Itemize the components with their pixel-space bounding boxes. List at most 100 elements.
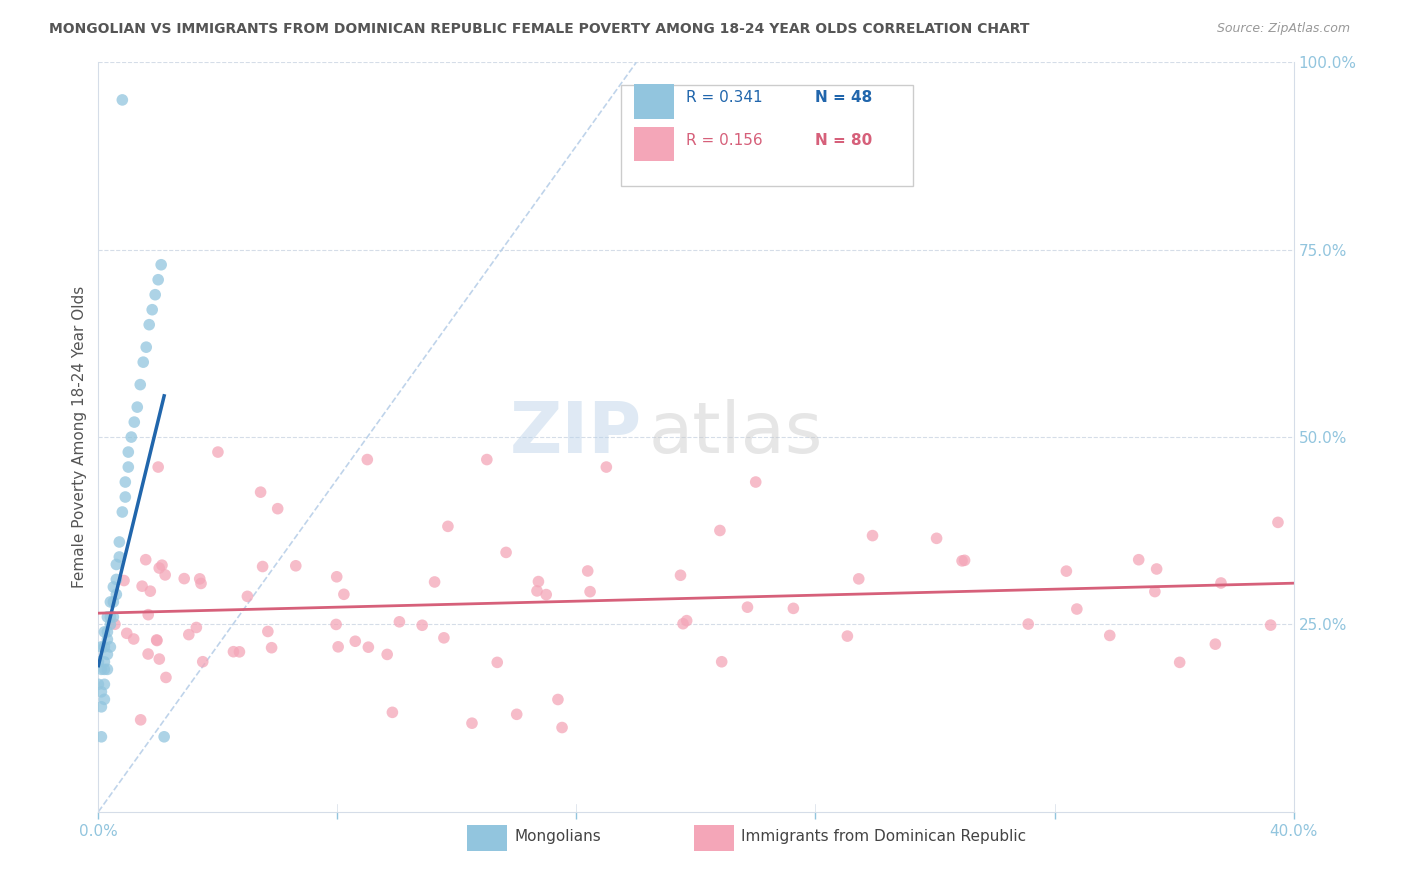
Point [150, 258, 173, 272]
Point [111, 505, 134, 519]
Text: Source: ZipAtlas.com: Source: ZipAtlas.com [1216, 22, 1350, 36]
Point [87, 677, 110, 691]
Point [475, 452, 498, 467]
Point [90, 730, 112, 744]
Point [135, 552, 157, 566]
Point [375, 648, 398, 662]
Point [1204, 637, 1226, 651]
Point [207, 445, 229, 459]
Point [103, 610, 125, 624]
Point [953, 553, 976, 567]
Point [260, 640, 283, 655]
Point [93, 624, 115, 639]
Point [737, 600, 759, 615]
Point [188, 572, 211, 586]
Point [114, 475, 136, 489]
Point [1054, 564, 1077, 578]
Point [90, 699, 112, 714]
Point [252, 559, 274, 574]
Point [249, 485, 271, 500]
Point [357, 640, 380, 655]
Point [745, 475, 768, 489]
Point [93, 677, 115, 691]
Point [108, 549, 131, 564]
Point [506, 707, 529, 722]
Point [1146, 562, 1168, 576]
Point [138, 318, 160, 332]
Point [114, 490, 136, 504]
Point [848, 572, 870, 586]
Point [148, 652, 170, 666]
Point [127, 400, 149, 414]
Point [150, 558, 173, 573]
Point [388, 615, 411, 629]
Point [148, 460, 170, 475]
Point [146, 633, 169, 648]
Point [145, 632, 167, 647]
Point [93, 655, 115, 669]
Point [139, 584, 162, 599]
Point [381, 706, 404, 720]
Point [782, 601, 804, 615]
Point [135, 340, 157, 354]
Point [526, 583, 548, 598]
Point [534, 588, 557, 602]
Point [105, 558, 128, 572]
Point [90, 640, 112, 654]
Point [325, 617, 347, 632]
Point [437, 519, 460, 533]
Point [710, 655, 733, 669]
Point [486, 656, 509, 670]
Point [672, 616, 695, 631]
Point [579, 584, 602, 599]
FancyBboxPatch shape [620, 85, 914, 186]
Point [1267, 516, 1289, 530]
Point [104, 617, 127, 632]
Text: atlas: atlas [648, 399, 823, 467]
Point [143, 287, 166, 301]
Point [96, 632, 118, 647]
Point [153, 568, 176, 582]
Point [344, 634, 367, 648]
Point [1066, 602, 1088, 616]
Point [120, 430, 142, 444]
Point [90, 662, 112, 676]
Point [105, 587, 128, 601]
Point [105, 573, 128, 587]
Point [96, 662, 118, 676]
Point [669, 568, 692, 582]
Point [950, 554, 973, 568]
Point [284, 558, 307, 573]
Point [551, 721, 574, 735]
Point [153, 730, 176, 744]
Point [925, 532, 948, 546]
Point [141, 302, 163, 317]
Point [576, 564, 599, 578]
FancyBboxPatch shape [634, 84, 675, 119]
Point [98, 640, 122, 654]
Text: ZIP: ZIP [510, 399, 643, 467]
Point [93, 640, 115, 654]
FancyBboxPatch shape [693, 825, 734, 851]
Text: R = 0.156: R = 0.156 [686, 133, 763, 148]
Point [709, 524, 731, 538]
Point [96, 610, 118, 624]
Point [547, 692, 569, 706]
Point [1143, 584, 1166, 599]
Point [96, 624, 118, 639]
Point [98, 617, 122, 632]
Point [191, 655, 214, 669]
Point [136, 607, 159, 622]
Y-axis label: Female Poverty Among 18-24 Year Olds: Female Poverty Among 18-24 Year Olds [72, 286, 87, 588]
Point [129, 377, 152, 392]
Point [112, 574, 135, 588]
Point [108, 535, 131, 549]
Point [173, 572, 195, 586]
Point [129, 713, 152, 727]
Point [433, 631, 456, 645]
Point [190, 576, 212, 591]
Point [115, 626, 138, 640]
Point [90, 685, 112, 699]
Text: MONGOLIAN VS IMMIGRANTS FROM DOMINICAN REPUBLIC FEMALE POVERTY AMONG 18-24 YEAR : MONGOLIAN VS IMMIGRANTS FROM DOMINICAN R… [49, 22, 1029, 37]
Text: N = 48: N = 48 [815, 90, 873, 105]
